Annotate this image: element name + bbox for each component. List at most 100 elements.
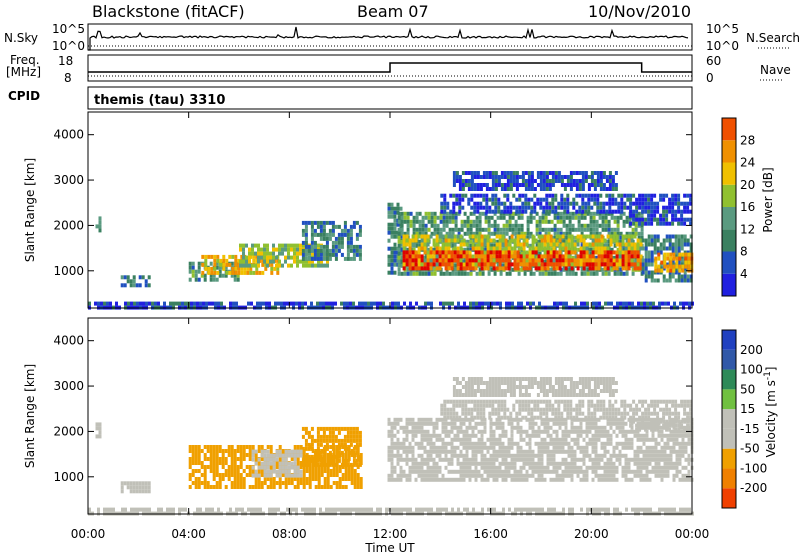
rti-cell bbox=[332, 465, 336, 469]
rti-cell bbox=[417, 465, 421, 470]
rti-cell bbox=[679, 301, 682, 306]
rti-cell bbox=[474, 473, 478, 478]
rti-cell bbox=[631, 267, 635, 272]
rti-cell bbox=[181, 301, 184, 306]
rti-cell bbox=[459, 421, 463, 426]
rti-cell bbox=[194, 477, 198, 481]
rti-cell bbox=[685, 301, 688, 306]
rti-cell bbox=[495, 477, 499, 482]
rti-cell bbox=[420, 262, 424, 267]
rti-cell bbox=[510, 425, 514, 430]
rti-cell bbox=[243, 266, 247, 271]
rti-cell bbox=[272, 259, 275, 264]
rti-cell bbox=[497, 175, 501, 179]
rti-cell bbox=[322, 450, 326, 455]
rti-cell bbox=[585, 254, 589, 259]
rti-cell bbox=[290, 465, 294, 470]
rti-cell bbox=[203, 273, 207, 278]
rti-cell bbox=[350, 469, 354, 473]
rti-cell bbox=[528, 437, 532, 442]
rti-cell bbox=[411, 266, 415, 271]
rti-cell bbox=[305, 477, 309, 481]
rti-cell bbox=[423, 457, 427, 462]
rti-cell bbox=[387, 202, 391, 207]
rti-cell bbox=[462, 477, 466, 482]
rti-cell bbox=[568, 271, 572, 276]
rti-cell bbox=[328, 430, 332, 435]
rti-cell bbox=[490, 223, 494, 228]
rti-cell bbox=[686, 217, 690, 222]
rti-cell bbox=[566, 183, 570, 187]
rti-cell bbox=[191, 445, 195, 449]
rti-cell bbox=[337, 450, 341, 455]
rti-cell bbox=[269, 465, 273, 469]
rti-cell bbox=[557, 171, 561, 175]
rti-cell bbox=[420, 266, 424, 271]
rti-cell bbox=[580, 215, 584, 220]
rti-cell bbox=[197, 261, 201, 266]
rti-cell bbox=[453, 421, 457, 426]
rti-cell bbox=[266, 247, 269, 252]
rti-cell bbox=[608, 209, 612, 214]
rti-cell bbox=[420, 254, 424, 259]
rti-cell bbox=[644, 217, 648, 222]
rti-cell bbox=[319, 252, 323, 257]
rti-cell bbox=[630, 238, 634, 243]
rti-cell bbox=[637, 223, 641, 228]
rti-cell bbox=[501, 242, 505, 247]
rti-cell bbox=[554, 179, 558, 183]
rti-cell bbox=[540, 258, 544, 263]
rti-cell bbox=[408, 477, 412, 482]
rti-cell bbox=[251, 445, 255, 449]
rti-cell bbox=[257, 247, 260, 252]
rti-cell bbox=[671, 250, 675, 255]
rti-cell bbox=[251, 453, 255, 458]
rti-cell bbox=[278, 481, 282, 485]
rti-cell bbox=[465, 433, 469, 438]
rti-cell bbox=[328, 454, 332, 459]
rti-cell bbox=[508, 271, 512, 276]
rti-cell bbox=[531, 425, 535, 430]
rti-cell bbox=[463, 259, 467, 264]
rti-cell bbox=[637, 235, 641, 240]
rti-cell bbox=[599, 179, 603, 183]
rti-cell bbox=[600, 238, 604, 243]
rti-cell bbox=[420, 465, 424, 470]
rti-cell bbox=[477, 262, 481, 267]
rti-cell bbox=[564, 246, 568, 251]
rti-cell bbox=[136, 301, 139, 306]
nsearch-tick-top: 10^5 bbox=[706, 22, 739, 36]
rti-cell bbox=[458, 201, 462, 206]
rti-cell bbox=[571, 255, 575, 260]
rti-cell bbox=[248, 457, 252, 461]
rti-cell bbox=[486, 437, 490, 442]
rti-cell bbox=[406, 247, 410, 252]
rti-cell bbox=[209, 461, 213, 465]
rti-cell bbox=[358, 442, 362, 447]
rti-cell bbox=[487, 227, 491, 232]
rti-cell bbox=[672, 264, 676, 269]
rti-cell bbox=[674, 201, 678, 206]
rti-cell bbox=[471, 461, 475, 466]
rti-cell bbox=[316, 252, 320, 257]
rti-cell bbox=[668, 238, 672, 243]
rti-cell bbox=[616, 231, 620, 236]
rti-cell bbox=[260, 485, 264, 489]
rti-cell bbox=[225, 262, 229, 267]
rti-cell bbox=[501, 429, 505, 434]
rti-cell bbox=[296, 243, 299, 248]
rti-cell bbox=[426, 234, 430, 239]
rti-cell bbox=[605, 201, 609, 206]
rti-cell bbox=[677, 262, 681, 267]
rti-cell bbox=[230, 273, 234, 278]
rti-cell bbox=[349, 256, 353, 261]
rti-cell bbox=[322, 224, 326, 229]
rti-cell bbox=[461, 197, 465, 202]
rti-cell bbox=[462, 238, 466, 243]
rti-cell bbox=[314, 469, 318, 473]
rti-cell bbox=[624, 258, 628, 263]
rti-cell bbox=[609, 238, 613, 243]
rti-cell bbox=[540, 449, 544, 454]
rti-cell bbox=[480, 246, 484, 251]
rti-cell bbox=[680, 217, 684, 222]
